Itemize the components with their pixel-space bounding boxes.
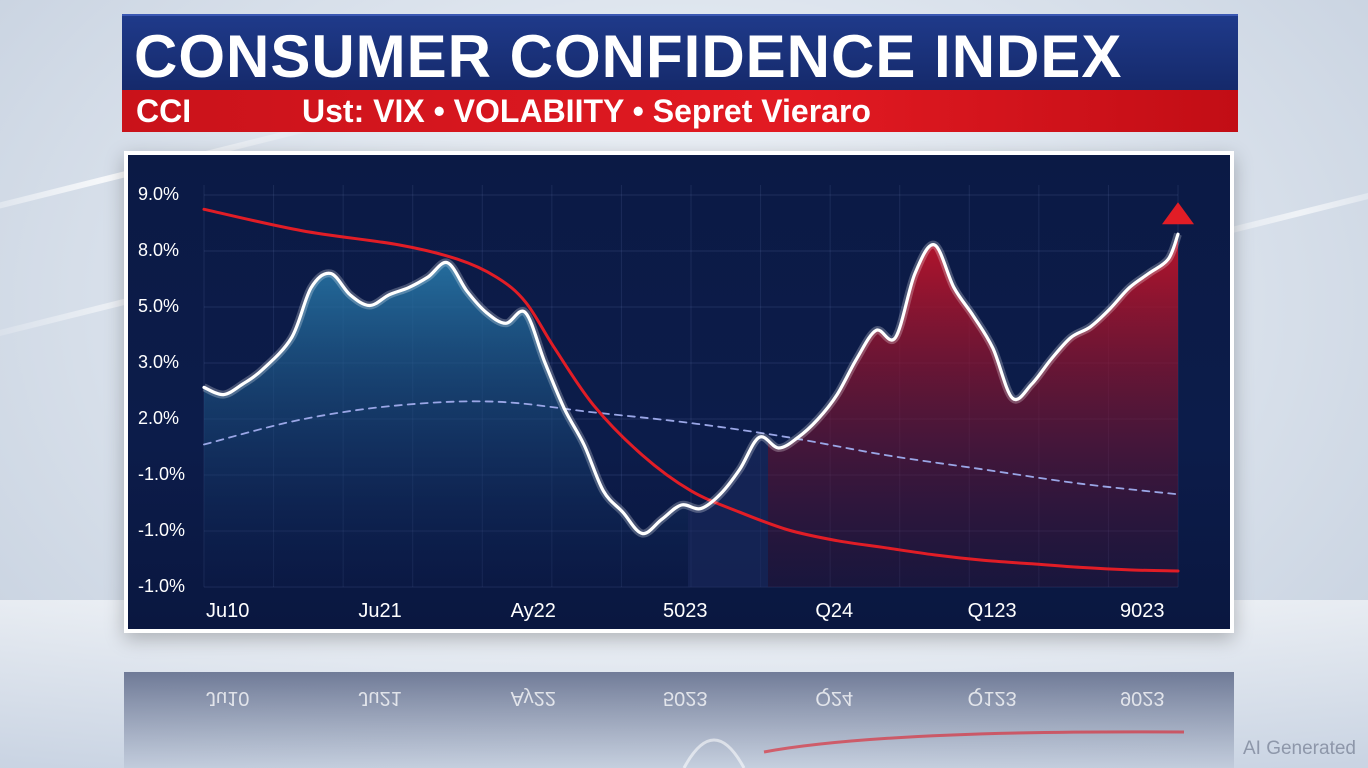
x-tick-label: 5023 [663,600,708,622]
y-tick-label: -1.0% [138,576,186,596]
area-fill-red [768,234,1178,587]
area-fill-mid [688,436,768,587]
x-tick-label: Ay22 [510,600,556,622]
ticker-tag: CCI [136,93,192,129]
y-tick-label: 5.0% [138,296,180,316]
line-chart [202,185,1194,588]
x-tick-label: Q24 [815,600,854,622]
series-line-main-white-with-fill [202,232,1180,536]
x-tick-label: Ju10 [206,600,250,622]
series-line-secondary-dashed [203,400,1179,496]
ticker-text: Ust: VIX • VOLABIITY • Sepret Vieraro [302,93,871,129]
series-line-trend-red [202,207,1180,573]
y-tick-label: 9.0% [138,184,180,204]
page-title: CONSUMER CONFIDENCE INDEX [134,23,1123,90]
x-tick-label: Ju21 [358,600,402,622]
y-tick-label: 2.0% [138,408,180,428]
up-arrow-icon [1162,202,1194,225]
area-fill-blue [204,262,688,587]
ticker-banner: CCI Ust: VIX • VOLABIITY • Sepret Vierar… [122,90,1238,132]
title-banner: CONSUMER CONFIDENCE INDEX [122,14,1238,92]
chart-reflection: Ju10 Ju21 Ay22 5023 Q24 Q123 9023 [124,672,1234,768]
y-tick-label: -1.0% [138,520,186,540]
x-tick-label: Q123 [967,600,1017,622]
x-tick-label: 9023 [1120,600,1165,622]
watermark: AI Generated [1242,738,1356,759]
y-tick-label: 3.0% [138,352,180,372]
y-tick-label: 8.0% [138,240,180,260]
y-tick-label: -1.0% [138,464,186,484]
